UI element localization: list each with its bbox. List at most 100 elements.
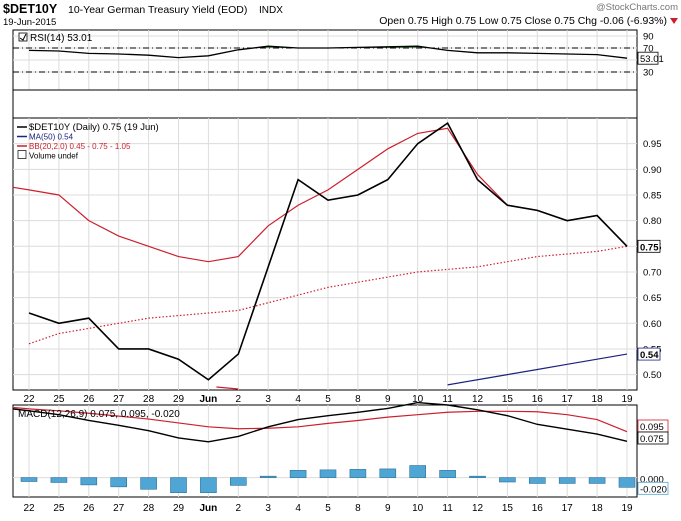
macd-histogram-bar (50, 477, 68, 483)
price-tick-label: 0.70 (643, 267, 662, 278)
x-tick-label: 19 (621, 394, 633, 405)
rsi-title: RSI(14) 53.01 (30, 33, 93, 44)
macd-histogram-bar (469, 475, 486, 478)
legend-entry: Volume undef (29, 152, 79, 161)
x-tick-label: 4 (295, 503, 301, 514)
macd-histogram-bar (110, 477, 127, 488)
macd-histogram-bar (170, 477, 187, 493)
macd-histogram-bar (499, 477, 516, 483)
price-grid (13, 118, 637, 390)
x-axis-labels-bottom: 22 25 26 27 28 29 Jun 2 3 4 5 8 9 10 11 12 15 16 17 18 19 (23, 503, 633, 514)
macd-title-prefix: MACD(12,26,9) 0.075, 0.095, -0.020 (18, 409, 180, 420)
x-tick-label: 17 (562, 394, 574, 405)
x-tick-label: 5 (325, 503, 331, 514)
price-last-value-box (637, 347, 661, 361)
legend-entry: BB(20,2.0) 0.45 - 0.75 - 1.05 (29, 142, 131, 151)
x-tick-label: 3 (265, 394, 271, 405)
macd-histogram (20, 465, 636, 493)
macd-histogram-bar (558, 477, 576, 484)
rsi-panel: 30507090 RSI(14) 53.01 53.01 (12, 29, 664, 91)
macd-last-value: 0.095 (640, 422, 664, 433)
macd-histogram-bar (289, 470, 307, 478)
x-tick-label: 18 (592, 503, 604, 514)
rsi-last-value-box (637, 51, 659, 65)
x-tick-label: 2 (236, 394, 242, 405)
x-tick-label: 27 (113, 503, 125, 514)
macd-histogram-bar (409, 465, 427, 478)
macd-histogram-bar (140, 477, 157, 490)
macd-histogram-bar (618, 477, 636, 488)
rsi-tick-label: 30 (643, 68, 654, 79)
macd-histogram-bar (319, 469, 337, 478)
price-legend: $DET10Y (Daily) 0.75 (19 Jun)MA(50) 0.54… (17, 122, 159, 161)
down-arrow-icon (670, 18, 678, 24)
chart-symbol: $DET10Y (3, 2, 58, 16)
x-tick-label: 26 (83, 503, 95, 514)
rsi-last-value: 53.01 (640, 54, 664, 65)
x-tick-label: 18 (592, 394, 604, 405)
x-tick-label: 11 (442, 503, 453, 514)
x-axis-labels-top: 22 25 26 27 28 29 Jun 2 3 4 5 8 9 10 11 12 15 16 17 18 19 (23, 394, 633, 405)
x-tick-label: 11 (442, 394, 453, 405)
x-tick-label: 8 (355, 394, 361, 405)
macd-histogram-bar (528, 477, 546, 484)
x-tick-label: 9 (385, 503, 391, 514)
x-tick-label: 25 (53, 503, 65, 514)
macd-last-value: 0.000 (640, 475, 664, 486)
rsi-tick-label: 70 (643, 44, 654, 55)
stockcharts-watermark: @StockCharts.com (596, 2, 678, 13)
price-last-value-labels: 0.75 0.54 (637, 239, 661, 361)
price-tick-label: 0.85 (643, 190, 662, 201)
x-tick-label: 26 (83, 394, 95, 405)
x-tick-label: 12 (472, 394, 484, 405)
price-panel-frame (12, 117, 638, 391)
macd-last-value-box (637, 431, 669, 445)
x-tick-label: 28 (143, 503, 155, 514)
rsi-reference-lines (13, 47, 637, 73)
macd-histogram-bar (349, 469, 367, 478)
x-tick-label: 17 (562, 503, 574, 514)
chart-date: 19-Jun-2015 (3, 17, 56, 28)
x-tick-label: 29 (173, 394, 185, 405)
x-tick-label: Jun (200, 503, 218, 514)
x-tick-label: 3 (265, 503, 271, 514)
macd-histogram-bar (379, 468, 397, 478)
x-tick-label: 16 (532, 394, 544, 405)
price-tick-label: 0.50 (643, 370, 662, 381)
price-y-axis: 0.500.550.600.650.700.750.800.850.900.95 (643, 139, 662, 381)
macd-histogram-bar (20, 477, 38, 482)
price-last-value: 0.54 (640, 350, 659, 361)
price-panel: 0.500.550.600.650.700.750.800.850.900.95… (12, 117, 662, 391)
separator-panel (12, 89, 638, 119)
rsi-legend-checkbox-icon[interactable] (18, 32, 28, 42)
price-tick-label: 0.60 (643, 319, 662, 330)
bollinger-middle-line (28, 245, 628, 345)
checkmark-icon (19, 33, 27, 41)
x-tick-label: 22 (23, 394, 35, 405)
price-last-value-box (637, 239, 661, 253)
legend-entry: MA(50) 0.54 (29, 133, 74, 142)
macd-last-value-box (637, 481, 669, 495)
legend-checkbox-icon (17, 150, 27, 159)
macd-histogram-bar (200, 477, 217, 493)
price-tick-label: 0.90 (643, 165, 662, 176)
ohlc-summary: Open 0.75 High 0.75 Low 0.75 Close 0.75 … (379, 15, 667, 27)
x-tick-label: 25 (53, 394, 65, 405)
macd-histogram-bar (259, 475, 277, 478)
x-tick-label: 22 (23, 503, 35, 514)
ma50-line (447, 353, 628, 386)
x-tick-label: 10 (412, 394, 424, 405)
chart-instrument-name: 10-Year German Treasury Yield (EOD) (68, 4, 247, 16)
bollinger-lower-line (216, 386, 239, 390)
macd-signal-line (12, 406, 628, 433)
x-tick-label: 28 (143, 394, 155, 405)
macd-last-value: 0.075 (640, 434, 664, 445)
chart-exchange: INDX (259, 5, 283, 16)
macd-histogram-bar (230, 477, 247, 486)
x-tick-label: 16 (532, 503, 544, 514)
macd-line (12, 401, 628, 443)
x-tick-label: 12 (472, 503, 484, 514)
x-tick-label: 15 (502, 503, 514, 514)
